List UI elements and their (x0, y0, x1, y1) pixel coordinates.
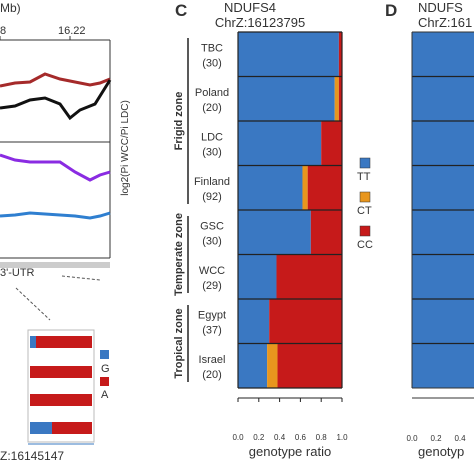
line-series-2 (0, 79, 112, 121)
bar-tt-4 (238, 165, 303, 210)
panel-d-xlabel-fragment: genotyp (418, 444, 464, 459)
legend-cc-swatch (359, 225, 371, 237)
population-n-3: (30) (202, 146, 222, 158)
snp-panel-frame (27, 329, 95, 443)
snp-row-1 (30, 336, 92, 348)
bar-tt-1 (238, 32, 339, 77)
bar-cc-1 (338, 32, 342, 77)
panel-d-locus-fragment: ChrZ:161 (418, 15, 472, 30)
snp-legend-g-swatch (100, 350, 109, 359)
snp-legend-a-swatch (100, 377, 109, 386)
legend-cc-label: CC (357, 239, 373, 251)
population-name-6: WCC (199, 265, 225, 277)
bar-cc-3 (321, 121, 342, 166)
zone-label-1: Frigid zone (173, 92, 185, 151)
panel-c-letter: C (175, 1, 187, 20)
bar-tt-6 (238, 254, 277, 299)
population-labels: TBC (30) Poland (20) LDC (30) Finland (92) GSC (3… (194, 42, 230, 381)
x-axis: 0.0 0.2 0.4 0.6 0.8 1.0 (232, 397, 348, 442)
snp-legend-a-label: A (101, 389, 109, 401)
panel-d-gene-fragment: NDUFS (418, 0, 463, 15)
snp-row-3 (30, 394, 92, 406)
panel-d-tick-2: 0.4 (454, 434, 466, 443)
panel-c-locus: ChrZ:16123795 (215, 15, 305, 30)
population-name-3: LDC (201, 131, 223, 143)
snp-bars (30, 336, 92, 434)
bar-tt-8 (238, 343, 268, 388)
legend-ct-swatch (359, 191, 371, 203)
left-panel: Mb) 8 16.22 log2(Pi WCC/Pi LDC) 3'-UTR G… (0, 1, 131, 463)
zoom-connector-left (15, 287, 51, 321)
stacked-bars (237, 31, 343, 389)
genotype-legend: TT CT CC (357, 157, 373, 251)
bar-cc-7 (269, 299, 342, 344)
panel-c: C NDUFS4 ChrZ:16123795 Frigid zone Temper… (173, 0, 373, 459)
population-n-8: (20) (202, 369, 222, 381)
bar-cc-8 (277, 343, 342, 388)
utr-connector-right (61, 275, 101, 281)
snp-row-1-g-part (30, 336, 36, 348)
snp-legend-g-label: G (101, 363, 110, 375)
bar-cc-5 (310, 210, 342, 255)
population-n-4: (92) (202, 191, 222, 203)
population-name-5: GSC (200, 220, 224, 232)
line-series-1 (0, 72, 111, 88)
x-tick-label-5: 0.8 (316, 433, 328, 442)
line-series-4 (0, 211, 111, 220)
snp-row-2 (30, 366, 92, 378)
panel-d-separators (412, 75, 474, 345)
bar-tt-2 (238, 76, 335, 121)
population-name-1: TBC (201, 42, 223, 54)
bar-tt-3 (238, 121, 322, 166)
population-n-7: (37) (202, 324, 222, 336)
legend-ct-label: CT (357, 205, 372, 217)
legend-tt-swatch (359, 157, 371, 169)
bar-tt-7 (238, 299, 270, 344)
zone-label-3: Tropical zone (173, 308, 185, 378)
zone-brackets: Frigid zone Temperate zone Tropical zone (173, 38, 189, 382)
bar-cc-2 (338, 76, 342, 121)
panel-d-tick-0: 0.0 (406, 434, 418, 443)
bar-ct-2 (334, 76, 339, 121)
x-tick-label-1: 0.0 (232, 433, 244, 442)
population-name-7: Egypt (198, 309, 226, 321)
population-name-2: Poland (195, 87, 229, 99)
zone-label-2: Temperate zone (173, 213, 185, 296)
population-name-4: Finland (194, 176, 230, 188)
population-name-8: Israel (199, 354, 226, 366)
population-n-5: (30) (202, 235, 222, 247)
left-y-axis-label: log2(Pi WCC/Pi LDC) (120, 100, 131, 196)
x-tick-label-3: 0.4 (274, 433, 286, 442)
bar-tt-5 (238, 210, 311, 255)
x-tick-label-4: 0.6 (295, 433, 307, 442)
bar-ct-8 (267, 343, 278, 388)
bar-cc-6 (276, 254, 342, 299)
x-tick-label-6: 1.0 (336, 433, 348, 442)
left-x-tick-2: 16.22 (58, 25, 86, 37)
population-n-2: (20) (202, 102, 222, 114)
panel-c-gene: NDUFS4 (224, 0, 276, 15)
left-header-fragment: Mb) (0, 1, 21, 15)
panel-d-letter: D (385, 1, 397, 20)
population-n-6: (29) (202, 280, 222, 292)
x-tick-label-2: 0.2 (253, 433, 265, 442)
population-n-1: (30) (202, 57, 222, 69)
bar-ct-4 (302, 165, 308, 210)
left-x-tick-1: 8 (0, 25, 6, 37)
x-axis-label: genotype ratio (249, 444, 331, 459)
snp-locus-label: Z:16145147 (0, 449, 64, 463)
legend-tt-label: TT (357, 171, 371, 183)
utr-label: 3'-UTR (0, 267, 35, 279)
bar-cc-4 (307, 165, 342, 210)
panel-d-tick-1: 0.2 (430, 434, 442, 443)
utr-bar (0, 262, 110, 268)
line-series-3 (0, 153, 111, 182)
snp-row-4-g-part (30, 422, 52, 434)
panel-d: D NDUFS ChrZ:161 0.0 0.2 0.4 genotyp (385, 0, 474, 459)
